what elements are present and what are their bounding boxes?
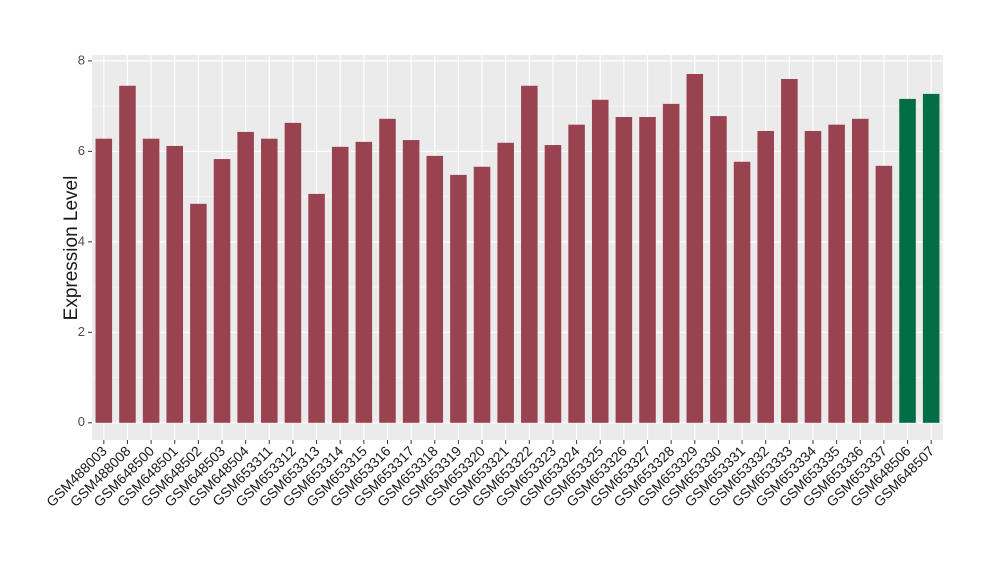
y-tick-label: 4 — [78, 233, 85, 248]
bar — [899, 98, 916, 423]
y-tick-label: 0 — [78, 414, 85, 429]
bar — [544, 145, 562, 423]
bar — [710, 116, 727, 423]
plot-panel — [92, 55, 943, 440]
bar — [521, 85, 538, 423]
bar — [733, 161, 751, 423]
bar — [190, 203, 207, 423]
y-tick-label: 8 — [78, 52, 85, 67]
bar — [686, 74, 704, 423]
bar — [331, 146, 349, 423]
bar — [355, 141, 373, 423]
bar — [261, 138, 278, 423]
bar — [875, 165, 893, 423]
bar — [568, 124, 585, 423]
bar — [662, 103, 680, 423]
bar — [213, 159, 231, 423]
bar — [308, 193, 325, 423]
bar — [757, 131, 774, 423]
bar — [284, 122, 302, 423]
y-tick-label: 6 — [78, 143, 85, 158]
bar — [591, 99, 609, 423]
y-axis-label: Expression Level — [61, 176, 82, 321]
bar — [828, 124, 845, 423]
bar — [142, 138, 160, 423]
y-tick-label: 2 — [78, 324, 85, 339]
bar — [639, 116, 656, 423]
bar — [166, 145, 184, 423]
bar — [119, 85, 136, 423]
bar — [379, 118, 396, 423]
bar — [95, 138, 113, 423]
bar — [922, 93, 940, 423]
bar — [851, 118, 869, 423]
bar — [426, 155, 444, 423]
bar — [402, 140, 420, 423]
bar — [473, 166, 491, 423]
bar — [450, 174, 467, 423]
bar — [237, 131, 254, 423]
bar — [497, 142, 514, 423]
bar — [615, 116, 633, 423]
bar — [781, 78, 798, 423]
bar — [804, 131, 822, 423]
